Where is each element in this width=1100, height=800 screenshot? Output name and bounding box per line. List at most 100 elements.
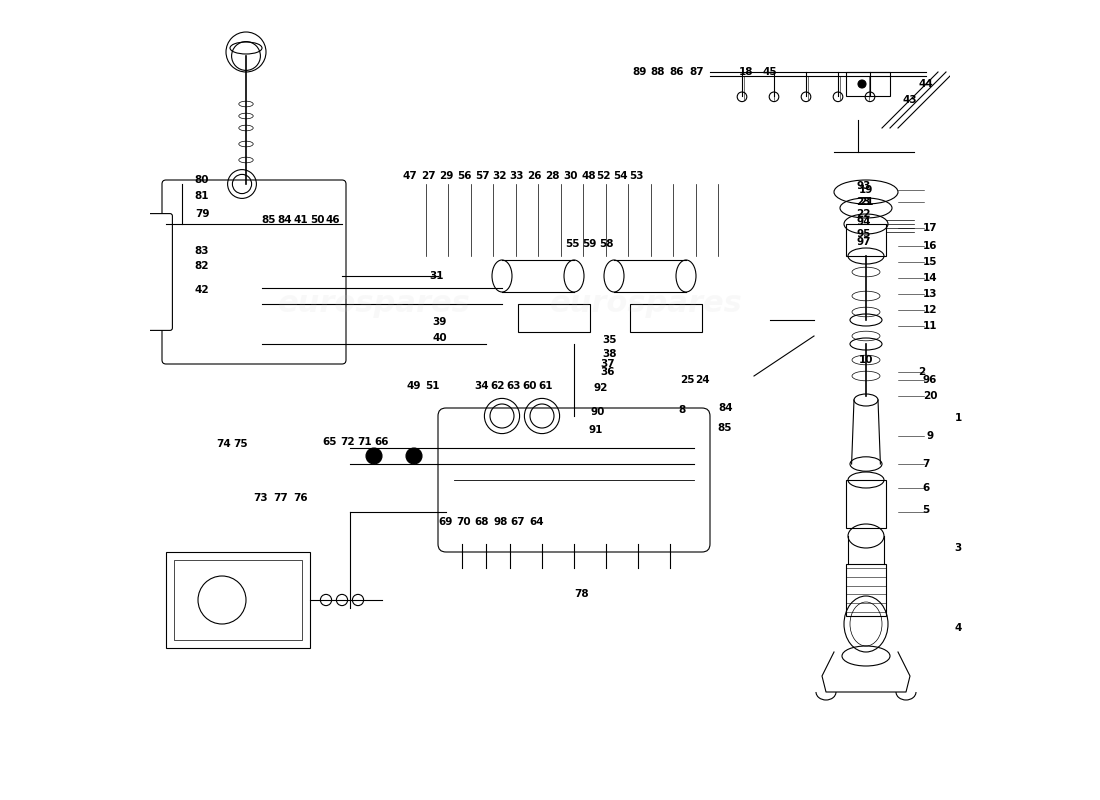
FancyBboxPatch shape bbox=[438, 408, 710, 552]
Text: 9: 9 bbox=[926, 431, 934, 441]
Text: 79: 79 bbox=[195, 210, 209, 219]
Text: 34: 34 bbox=[475, 381, 490, 390]
Bar bbox=[518, 304, 590, 332]
Text: 27: 27 bbox=[421, 171, 436, 181]
Bar bbox=[166, 552, 310, 648]
Text: 8: 8 bbox=[679, 405, 685, 414]
Text: 61: 61 bbox=[539, 381, 553, 390]
Text: 68: 68 bbox=[475, 517, 490, 526]
Text: 50: 50 bbox=[310, 215, 324, 225]
Text: 17: 17 bbox=[923, 223, 937, 233]
Text: 37: 37 bbox=[601, 359, 615, 369]
Text: 20: 20 bbox=[923, 391, 937, 401]
Text: 32: 32 bbox=[493, 171, 507, 181]
Text: 19: 19 bbox=[859, 186, 873, 195]
Circle shape bbox=[366, 448, 382, 464]
Text: 85: 85 bbox=[717, 423, 732, 433]
Bar bbox=[630, 304, 702, 332]
FancyBboxPatch shape bbox=[132, 214, 173, 330]
Text: 29: 29 bbox=[439, 171, 453, 181]
Text: 95: 95 bbox=[857, 229, 871, 238]
Text: 39: 39 bbox=[432, 317, 447, 326]
Text: 2: 2 bbox=[918, 367, 925, 377]
Text: 90: 90 bbox=[591, 407, 605, 417]
Text: 60: 60 bbox=[522, 381, 537, 390]
Bar bbox=[846, 224, 886, 256]
Text: 28: 28 bbox=[546, 171, 560, 181]
Bar bbox=[846, 564, 886, 616]
Text: 72: 72 bbox=[340, 437, 355, 446]
Text: 55: 55 bbox=[565, 239, 580, 249]
Text: 84: 84 bbox=[277, 215, 292, 225]
Text: 77: 77 bbox=[273, 493, 288, 502]
Text: 40: 40 bbox=[432, 333, 447, 342]
Circle shape bbox=[858, 80, 866, 88]
Text: 96: 96 bbox=[923, 375, 937, 385]
Text: 74: 74 bbox=[217, 439, 231, 449]
Text: 56: 56 bbox=[458, 171, 472, 181]
Text: 47: 47 bbox=[403, 171, 417, 181]
Text: 57: 57 bbox=[475, 171, 490, 181]
Bar bbox=[174, 560, 302, 640]
Text: 81: 81 bbox=[195, 191, 209, 201]
Text: 15: 15 bbox=[923, 258, 937, 267]
Bar bbox=[846, 480, 886, 528]
Text: 1: 1 bbox=[955, 413, 961, 422]
Text: 88: 88 bbox=[651, 67, 666, 77]
Circle shape bbox=[406, 448, 422, 464]
Text: 38: 38 bbox=[603, 349, 617, 358]
Text: 10: 10 bbox=[859, 355, 873, 365]
Text: 24: 24 bbox=[695, 375, 710, 385]
Text: 67: 67 bbox=[510, 517, 526, 526]
Text: 11: 11 bbox=[923, 322, 937, 331]
Text: 23: 23 bbox=[856, 197, 871, 206]
Text: 26: 26 bbox=[527, 171, 541, 181]
Text: 85: 85 bbox=[261, 215, 276, 225]
Text: 82: 82 bbox=[195, 261, 209, 270]
Text: 30: 30 bbox=[563, 171, 579, 181]
Text: 6: 6 bbox=[923, 483, 930, 493]
Text: 65: 65 bbox=[322, 437, 338, 446]
Text: 25: 25 bbox=[680, 375, 695, 385]
Text: 93: 93 bbox=[857, 181, 871, 190]
Text: 87: 87 bbox=[689, 67, 704, 77]
Text: 49: 49 bbox=[407, 381, 421, 390]
Text: 89: 89 bbox=[632, 67, 647, 77]
Text: 78: 78 bbox=[574, 589, 590, 598]
Text: 48: 48 bbox=[581, 171, 596, 181]
Text: 66: 66 bbox=[375, 437, 389, 446]
Text: 18: 18 bbox=[739, 67, 754, 77]
Text: 98: 98 bbox=[493, 517, 507, 526]
Text: 92: 92 bbox=[593, 383, 607, 393]
Text: 41: 41 bbox=[294, 215, 308, 225]
Text: 14: 14 bbox=[923, 274, 937, 283]
Text: 63: 63 bbox=[507, 381, 521, 390]
Text: 46: 46 bbox=[326, 215, 341, 225]
Text: 4: 4 bbox=[955, 623, 961, 633]
Text: 58: 58 bbox=[598, 239, 614, 249]
Text: 35: 35 bbox=[603, 335, 617, 345]
Text: 22: 22 bbox=[856, 210, 871, 219]
Text: 75: 75 bbox=[233, 439, 248, 449]
FancyBboxPatch shape bbox=[162, 180, 346, 364]
Text: 16: 16 bbox=[923, 242, 937, 251]
Text: 64: 64 bbox=[529, 517, 543, 526]
Text: 83: 83 bbox=[195, 246, 209, 256]
Text: 13: 13 bbox=[923, 290, 937, 299]
Text: 42: 42 bbox=[195, 285, 209, 294]
Text: 73: 73 bbox=[253, 493, 267, 502]
Text: 3: 3 bbox=[955, 543, 961, 553]
Text: 44: 44 bbox=[918, 79, 934, 89]
Text: 21: 21 bbox=[859, 197, 873, 206]
Text: 54: 54 bbox=[613, 171, 628, 181]
Text: 53: 53 bbox=[629, 171, 644, 181]
Text: 76: 76 bbox=[293, 493, 308, 502]
Text: 59: 59 bbox=[582, 239, 596, 249]
Text: 12: 12 bbox=[923, 306, 937, 315]
Text: 43: 43 bbox=[903, 95, 917, 105]
Text: 84: 84 bbox=[718, 403, 734, 413]
Bar bbox=[846, 72, 890, 96]
Text: 7: 7 bbox=[922, 459, 930, 469]
Text: 45: 45 bbox=[762, 67, 778, 77]
Text: 52: 52 bbox=[596, 171, 611, 181]
